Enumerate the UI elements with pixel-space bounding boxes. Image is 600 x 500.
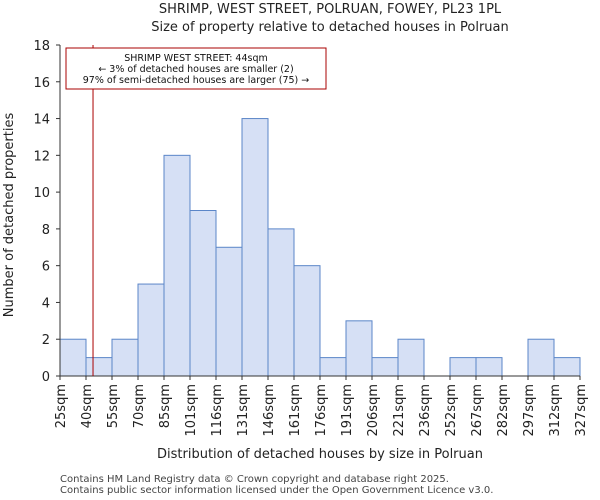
y-tick-label: 2 xyxy=(42,333,50,348)
x-tick-label: 146sqm xyxy=(262,384,277,437)
x-tick-label: 312sqm xyxy=(548,384,563,437)
chart-subtitle: Size of property relative to detached ho… xyxy=(151,20,509,35)
bar-146sqm xyxy=(267,228,295,377)
bar-191sqm xyxy=(345,320,373,377)
x-tick-label: 85sqm xyxy=(158,384,173,428)
bar-267sqm xyxy=(475,357,503,377)
y-axis-label: Number of detached properties xyxy=(2,113,17,318)
bar-312sqm xyxy=(553,357,581,377)
x-tick-label: 327sqm xyxy=(574,384,589,437)
x-tick-label: 116sqm xyxy=(210,384,225,437)
y-tick-label: 14 xyxy=(33,113,50,128)
footer-line-1: Contains HM Land Registry data © Crown c… xyxy=(60,474,449,485)
y-tick-label: 10 xyxy=(33,186,50,201)
bar-131sqm xyxy=(241,118,269,377)
bar-221sqm xyxy=(397,338,425,377)
x-tick-label: 40sqm xyxy=(80,384,95,428)
chart-title: SHRIMP, WEST STREET, POLRUAN, FOWEY, PL2… xyxy=(159,2,502,17)
bars xyxy=(59,118,581,377)
y-tick-label: 4 xyxy=(42,296,50,311)
x-tick-label: 161sqm xyxy=(288,384,303,437)
x-tick-label: 191sqm xyxy=(340,384,355,437)
x-tick-label: 206sqm xyxy=(366,384,381,437)
y-tick-label: 0 xyxy=(42,370,50,385)
y-tick-label: 8 xyxy=(42,223,50,238)
x-tick-label: 282sqm xyxy=(496,384,511,437)
annotation-line-3: 97% of semi-detached houses are larger (… xyxy=(83,75,310,86)
bar-161sqm xyxy=(293,265,321,377)
x-tick-label: 176sqm xyxy=(314,384,329,437)
x-tick-label: 131sqm xyxy=(236,384,251,437)
bar-101sqm xyxy=(189,210,217,377)
bar-55sqm xyxy=(111,338,139,377)
y-axis-ticks: 0 2 4 6 8 10 12 14 16 18 xyxy=(33,39,60,385)
bar-176sqm xyxy=(319,357,347,377)
y-tick-label: 12 xyxy=(33,149,50,164)
bar-206sqm xyxy=(371,357,399,377)
y-tick-label: 16 xyxy=(33,76,50,91)
x-axis-ticks: 25sqm 40sqm 55sqm 70sqm 85sqm 101sqm 116sqm 131… xyxy=(54,376,589,437)
x-tick-label: 25sqm xyxy=(54,384,69,428)
x-tick-label: 236sqm xyxy=(418,384,433,437)
x-axis-label: Distribution of detached houses by size … xyxy=(157,447,483,462)
bar-116sqm xyxy=(215,246,243,377)
x-tick-label: 55sqm xyxy=(106,384,121,428)
bar-297sqm xyxy=(527,338,555,377)
bar-70sqm xyxy=(137,283,165,377)
x-tick-label: 297sqm xyxy=(522,384,537,437)
x-tick-label: 252sqm xyxy=(444,384,459,437)
annotation-box: SHRIMP WEST STREET: 44sqm ← 3% of detach… xyxy=(65,47,327,90)
annotation-line-1: SHRIMP WEST STREET: 44sqm xyxy=(124,53,268,64)
x-tick-label: 267sqm xyxy=(470,384,485,437)
bar-40sqm xyxy=(85,357,113,377)
x-tick-label: 101sqm xyxy=(184,384,199,437)
bar-252sqm xyxy=(449,357,477,377)
bar-85sqm xyxy=(163,154,191,377)
x-tick-label: 221sqm xyxy=(392,384,407,437)
x-tick-label: 70sqm xyxy=(132,384,147,428)
y-tick-label: 6 xyxy=(42,260,50,275)
y-tick-label: 18 xyxy=(33,39,50,54)
footer-line-2: Contains public sector information licen… xyxy=(60,485,494,496)
bar-25sqm xyxy=(59,338,87,377)
annotation-line-2: ← 3% of detached houses are smaller (2) xyxy=(98,64,293,75)
